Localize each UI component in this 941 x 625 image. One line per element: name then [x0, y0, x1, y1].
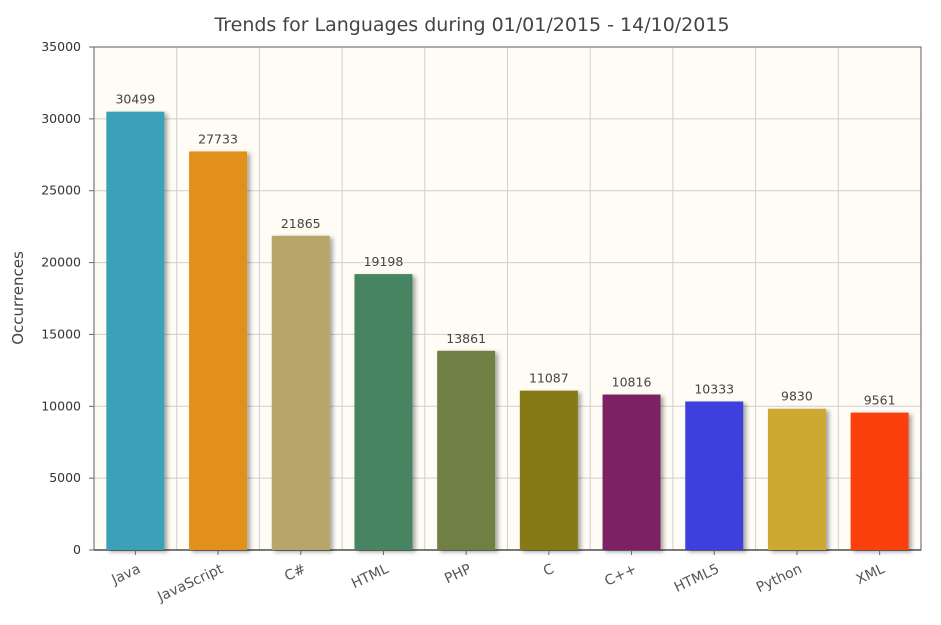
- x-tick-label: PHP: [442, 561, 474, 587]
- x-tick-label: Python: [754, 561, 805, 596]
- y-tick-label: 5000: [49, 470, 81, 485]
- bar-html5: [685, 401, 744, 550]
- x-tick-label: XML: [854, 561, 888, 588]
- x-tick-label: C: [541, 561, 557, 580]
- x-tick-label: Java: [109, 561, 143, 588]
- data-label: 10816: [612, 375, 652, 390]
- bar-javascript: [189, 151, 248, 550]
- data-label: 11087: [529, 371, 569, 386]
- y-axis-label: Occurrences: [9, 251, 27, 345]
- x-tick-label: HTML: [349, 561, 391, 592]
- y-tick-label: 35000: [41, 39, 81, 54]
- data-label: 9830: [781, 389, 813, 404]
- data-label: 19198: [364, 254, 404, 269]
- bar-java: [106, 111, 165, 551]
- x-tick-label: C++: [602, 561, 639, 590]
- bar-c-: [271, 235, 330, 550]
- y-tick-label: 0: [73, 542, 81, 557]
- bar-php: [437, 350, 496, 550]
- bar-python: [767, 408, 826, 550]
- bar-c: [519, 390, 578, 550]
- data-label: 10333: [694, 382, 734, 397]
- x-tick-label: JavaScript: [154, 561, 226, 606]
- data-label: 27733: [198, 131, 238, 146]
- y-tick-label: 20000: [41, 255, 81, 270]
- bar-xml: [850, 412, 909, 550]
- y-tick-label: 25000: [41, 183, 81, 198]
- x-tick-label: HTML5: [672, 561, 722, 596]
- y-tick-label: 30000: [41, 111, 81, 126]
- x-tick-label: C#: [282, 561, 308, 585]
- plot-area: 0 5000 10000 15000 20000 25000 30000 35000 30499…: [41, 39, 922, 606]
- data-label: 21865: [281, 216, 321, 231]
- y-tick-label: 10000: [41, 398, 81, 413]
- data-label: 9561: [864, 393, 896, 408]
- y-tick-label: 15000: [41, 326, 81, 341]
- data-label: 13861: [446, 331, 486, 346]
- data-label: 30499: [115, 92, 155, 107]
- bar-html: [354, 274, 413, 550]
- chart-title: Trends for Languages during 01/01/2015 -…: [213, 14, 729, 36]
- bar-c-: [602, 394, 661, 550]
